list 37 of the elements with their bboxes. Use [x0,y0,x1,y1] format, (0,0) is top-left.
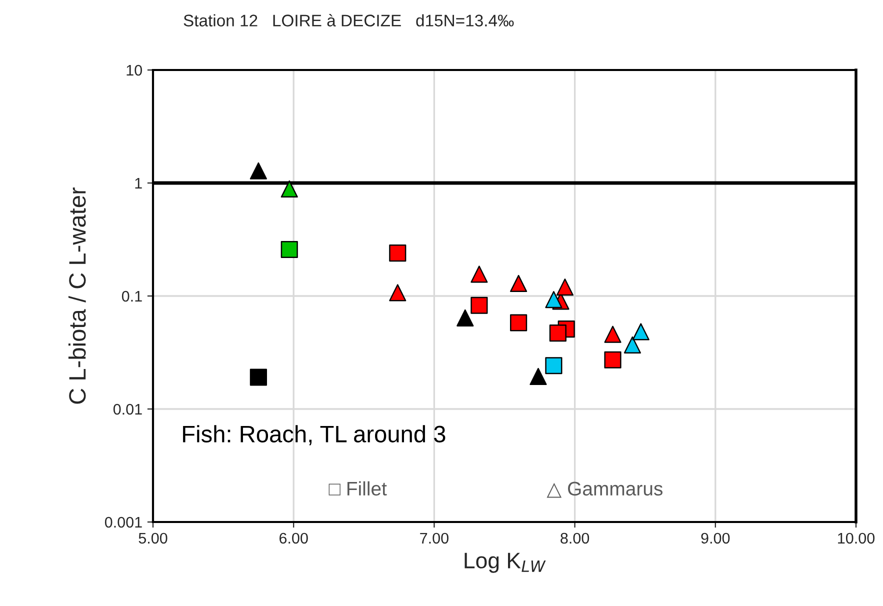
y-tick-label: 1 [135,178,142,189]
point [624,336,641,354]
x-tick-label: 8.00 [560,532,590,544]
x-tick-label: 6.00 [280,532,308,544]
chart-title: Station 12 LOIRE à DECIZE d15N=13.4‰ [184,14,514,26]
point [389,284,406,302]
point [280,180,298,198]
point [510,314,528,332]
y-tick-label: 0.001 [104,516,142,528]
point [510,274,528,292]
annotation: Fish: Roach, TL around 3 [183,425,446,446]
x-tick-label: 10.00 [838,532,875,544]
y-axis-title: C L-biota / C L-water [68,187,86,404]
point [250,368,267,386]
point [604,351,622,368]
y-tick-label: 0.1 [122,290,142,302]
point [604,326,622,343]
point [632,323,650,340]
point [530,368,547,386]
point [389,244,406,262]
point [545,291,562,308]
point [549,324,566,342]
point [545,357,562,374]
point [556,278,574,296]
annotation: △ Gammarus [546,482,662,498]
x-tick-label: 7.00 [420,532,448,544]
point [470,296,488,314]
y-tick-label: 10 [126,64,142,76]
x-axis-title: Log K$_{LW}$ [464,552,546,573]
x-tick-label: 9.00 [701,532,730,544]
x-tick-label: 5.00 [138,532,168,544]
y-tick-label: 0.01 [113,404,142,415]
point [250,162,267,180]
point [456,309,474,326]
point [470,266,488,283]
point [280,240,298,258]
annotation: □ Fillet [328,481,387,496]
